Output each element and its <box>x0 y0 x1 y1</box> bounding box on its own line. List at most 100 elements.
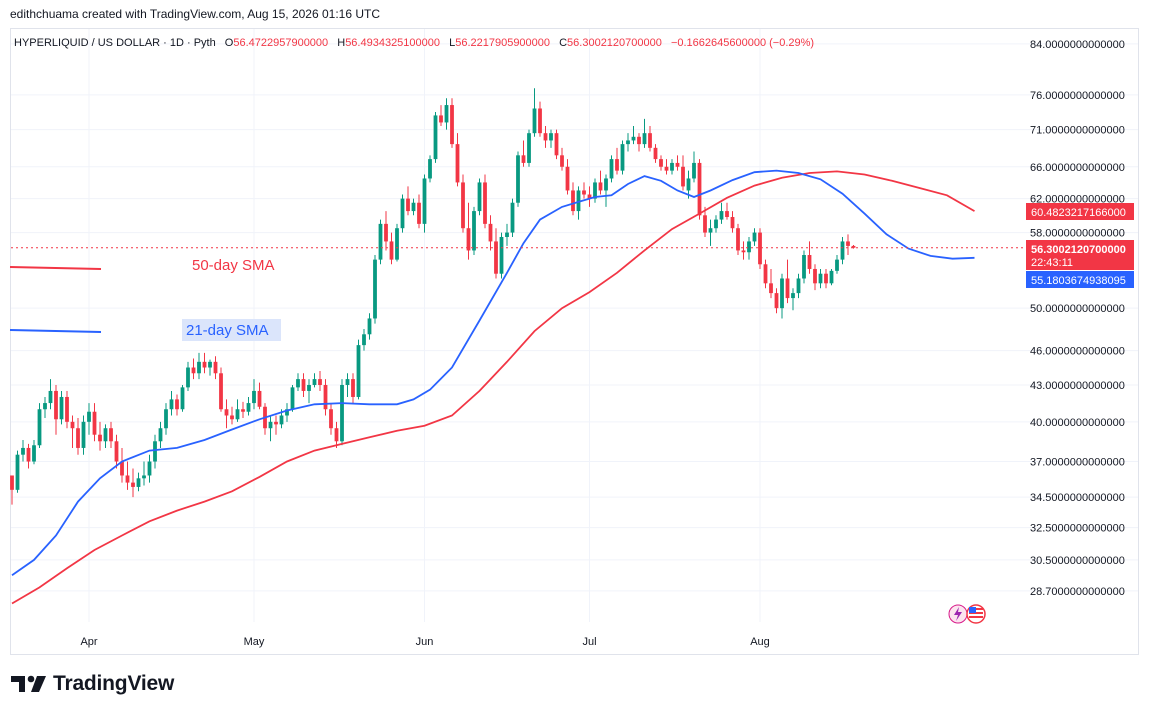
candle[interactable] <box>626 133 630 152</box>
candle[interactable] <box>846 234 850 256</box>
candle[interactable] <box>802 250 806 284</box>
candle[interactable] <box>554 129 559 160</box>
candle[interactable] <box>417 194 421 229</box>
candle[interactable] <box>241 401 245 419</box>
candle[interactable] <box>780 273 784 319</box>
candle[interactable] <box>807 241 812 274</box>
candle[interactable] <box>582 182 586 199</box>
candle[interactable] <box>444 98 449 130</box>
candle[interactable] <box>202 352 207 374</box>
candle[interactable] <box>510 198 515 237</box>
candle[interactable] <box>835 255 839 274</box>
candle[interactable] <box>32 439 36 465</box>
candle[interactable] <box>758 228 762 269</box>
candle[interactable] <box>197 352 201 380</box>
candle[interactable] <box>219 367 223 412</box>
candle[interactable] <box>373 255 377 324</box>
candle[interactable] <box>516 151 520 207</box>
candle[interactable] <box>521 140 526 167</box>
candle[interactable] <box>637 133 641 152</box>
candle[interactable] <box>334 421 339 448</box>
candle[interactable] <box>54 384 58 435</box>
candle[interactable] <box>318 370 322 391</box>
candle[interactable] <box>10 475 14 505</box>
candle[interactable] <box>642 118 647 148</box>
candle[interactable] <box>406 186 410 216</box>
candle[interactable] <box>257 382 262 410</box>
candle[interactable] <box>268 415 273 442</box>
candles[interactable] <box>10 88 856 505</box>
candle[interactable] <box>560 147 564 171</box>
candle[interactable] <box>246 396 251 416</box>
candle[interactable] <box>631 125 636 145</box>
candle[interactable] <box>703 206 707 237</box>
candle[interactable] <box>527 129 531 167</box>
candle[interactable] <box>301 373 306 397</box>
candle[interactable] <box>191 358 196 380</box>
candle[interactable] <box>285 403 289 422</box>
candle[interactable] <box>235 399 240 422</box>
candle[interactable] <box>791 288 795 311</box>
candle[interactable] <box>433 111 438 163</box>
candle[interactable] <box>290 384 295 412</box>
chart-frame[interactable] <box>10 28 1139 655</box>
candle[interactable] <box>659 155 663 171</box>
candle[interactable] <box>384 211 388 251</box>
candle[interactable] <box>736 223 740 256</box>
candle[interactable] <box>153 434 157 469</box>
candle[interactable] <box>362 328 366 351</box>
candle[interactable] <box>571 182 575 216</box>
candle[interactable] <box>422 174 427 233</box>
candle[interactable] <box>488 215 493 251</box>
candle[interactable] <box>312 373 317 388</box>
candle[interactable] <box>538 101 542 137</box>
candle[interactable] <box>252 379 256 410</box>
candle[interactable] <box>389 232 394 265</box>
tradingview-logo[interactable]: TradingView <box>11 672 174 696</box>
time-axis[interactable]: Apr May Jun Jul Aug <box>80 636 769 648</box>
candle[interactable] <box>186 361 190 391</box>
candle[interactable] <box>37 403 42 448</box>
candle[interactable] <box>813 264 817 291</box>
candle[interactable] <box>747 236 751 260</box>
candle[interactable] <box>65 390 69 429</box>
candle[interactable] <box>598 170 603 195</box>
candle[interactable] <box>103 424 108 448</box>
candle[interactable] <box>450 98 454 148</box>
candle[interactable] <box>670 159 674 175</box>
candle[interactable] <box>428 155 432 183</box>
us-flag-icon[interactable] <box>966 604 986 624</box>
candle[interactable] <box>593 178 597 203</box>
candle[interactable] <box>356 339 361 400</box>
candle[interactable] <box>681 155 685 191</box>
candle[interactable] <box>725 202 729 220</box>
candle[interactable] <box>142 461 146 486</box>
candle[interactable] <box>378 219 383 265</box>
candle[interactable] <box>109 421 113 448</box>
candle[interactable] <box>692 151 696 183</box>
lightning-icon[interactable] <box>948 604 968 624</box>
candle[interactable] <box>323 379 328 416</box>
candle[interactable] <box>675 155 680 171</box>
candle[interactable] <box>620 140 625 175</box>
candle[interactable] <box>395 223 399 262</box>
candle[interactable] <box>818 268 823 289</box>
candle[interactable] <box>307 379 311 404</box>
candle[interactable] <box>763 259 768 289</box>
candle[interactable] <box>180 384 185 412</box>
candle[interactable] <box>576 186 581 220</box>
candle[interactable] <box>829 268 834 286</box>
candle[interactable] <box>158 421 163 448</box>
candle[interactable] <box>615 147 619 175</box>
candle[interactable] <box>230 406 234 425</box>
candle[interactable] <box>114 434 119 469</box>
candle[interactable] <box>400 194 405 233</box>
candle[interactable] <box>125 461 130 490</box>
candle[interactable] <box>43 396 47 419</box>
candle[interactable] <box>505 223 509 246</box>
candle[interactable] <box>851 245 856 249</box>
candle[interactable] <box>21 439 25 462</box>
candle[interactable] <box>752 228 757 246</box>
candle[interactable] <box>472 206 476 256</box>
